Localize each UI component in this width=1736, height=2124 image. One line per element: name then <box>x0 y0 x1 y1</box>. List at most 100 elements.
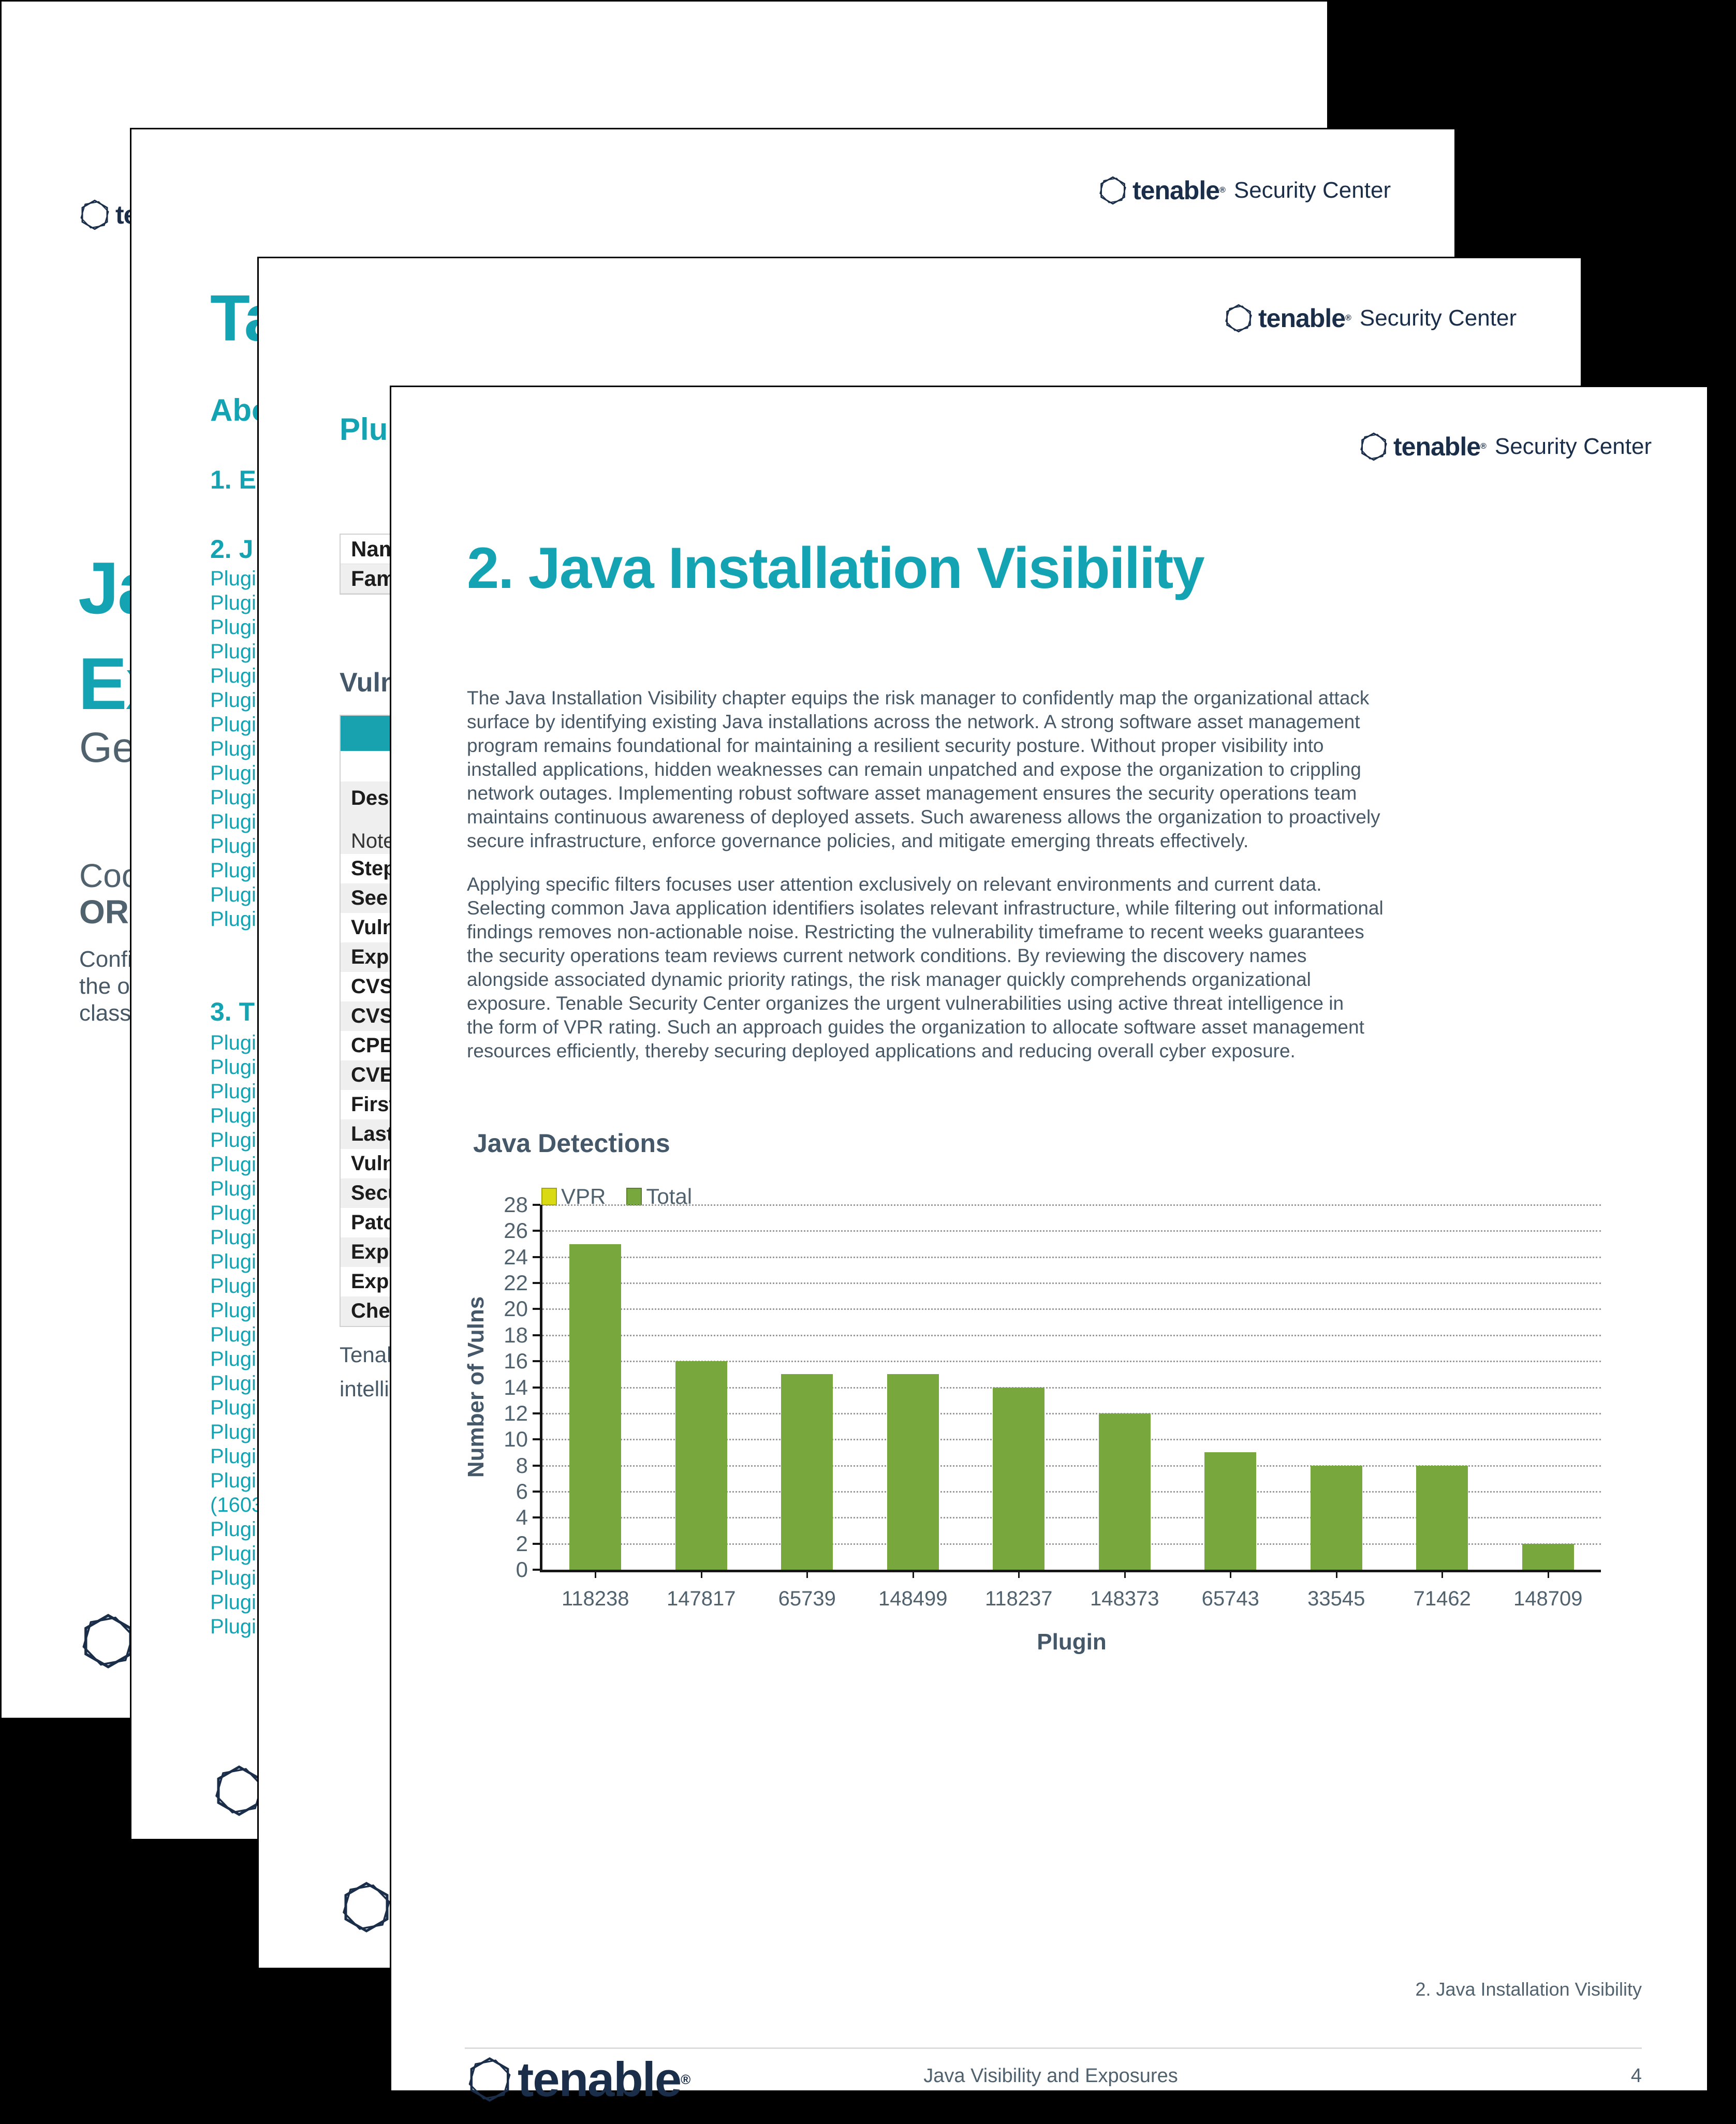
tenable-hexagon-icon <box>343 1882 390 1933</box>
x-axis-tick <box>1230 1570 1232 1578</box>
tenable-footer-logo: tenable ® <box>467 2052 690 2107</box>
y-axis-tick <box>533 1464 540 1467</box>
bar-total-147817 <box>675 1361 727 1570</box>
y-axis-tick-label: 6 <box>516 1479 528 1503</box>
footer-page-number: 4 <box>1630 2065 1642 2087</box>
x-axis-tick <box>806 1570 808 1578</box>
y-axis-tick <box>533 1490 540 1493</box>
y-axis-title: Number of Vulns <box>463 1296 489 1478</box>
y-axis-tick-label: 0 <box>516 1557 528 1582</box>
plugin-section-heading: Plu <box>340 412 388 447</box>
tenable-hexagon-icon <box>82 1614 134 1669</box>
brand-name: tenable <box>1258 304 1346 333</box>
x-axis-category-label: 148499 <box>878 1587 948 1610</box>
gridline <box>542 1387 1601 1389</box>
x-axis-tick <box>912 1570 914 1578</box>
gridline <box>542 1517 1601 1519</box>
bar-total-33545 <box>1310 1465 1362 1570</box>
bar-total-71462 <box>1416 1465 1468 1570</box>
list-item: resources efficiently, thereby securing … <box>467 1040 1296 1061</box>
bar-total-148709 <box>1522 1543 1574 1570</box>
x-axis-tick <box>700 1570 702 1578</box>
list-item: Selecting common Java application identi… <box>467 897 1384 919</box>
x-axis-category-label: 118238 <box>561 1587 629 1610</box>
x-axis-tick <box>595 1570 597 1578</box>
gridline <box>542 1543 1601 1545</box>
y-axis-tick <box>533 1230 540 1232</box>
legend-swatch-vpr <box>541 1188 557 1205</box>
cover-line-1: Coo <box>79 857 140 894</box>
y-axis-tick <box>533 1204 540 1206</box>
toc-section-2-link[interactable]: 2. J <box>210 535 254 564</box>
gridline <box>542 1282 1601 1285</box>
brand-name: tenable <box>518 2052 682 2106</box>
list-item: The Java Installation Visibility chapter… <box>467 687 1370 709</box>
footer-chapter-reference: 2. Java Installation Visibility <box>1415 1979 1642 2000</box>
toc-section-1-link[interactable]: 1. E <box>210 465 256 494</box>
x-axis-category-label: 148373 <box>1090 1587 1159 1610</box>
list-item: surface by identifying existing Java ins… <box>467 711 1360 732</box>
bar-total-65743 <box>1204 1452 1257 1570</box>
list-item: network outages. Implementing robust sof… <box>467 783 1357 804</box>
bar-total-118237 <box>993 1387 1045 1570</box>
brand-name: tenable <box>1393 432 1481 461</box>
y-axis-tick-label: 4 <box>516 1505 528 1530</box>
brand-name: tenable <box>1132 176 1220 205</box>
y-axis-tick-label: 26 <box>504 1218 528 1243</box>
chart-title: Java Detections <box>473 1129 670 1158</box>
list-item: Applying specific filters focuses user a… <box>467 874 1322 895</box>
footer-document-title: Java Visibility and Exposures <box>923 2065 1178 2087</box>
list-item: the o <box>79 974 130 999</box>
list-item: maintains continuous awareness of deploy… <box>467 806 1380 828</box>
x-axis-tick <box>1335 1570 1337 1578</box>
gridline <box>542 1491 1601 1493</box>
tenable-hexagon-icon <box>1360 432 1387 461</box>
toc-section-3-link[interactable]: 3. T <box>210 997 255 1026</box>
y-axis-tick <box>533 1569 540 1571</box>
toc-plugin-link[interactable]: (1603 <box>210 1494 263 1516</box>
y-axis-tick-label: 28 <box>504 1192 528 1217</box>
bar-total-65739 <box>781 1374 833 1570</box>
y-axis-tick <box>533 1256 540 1258</box>
y-axis-tick <box>533 1386 540 1389</box>
y-axis-tick <box>533 1412 540 1414</box>
list-item: program remains foundational for maintai… <box>467 735 1324 756</box>
x-axis-tick <box>1441 1570 1444 1578</box>
chapter-heading: 2. Java Installation Visibility <box>467 536 1205 600</box>
gridline <box>542 1361 1601 1363</box>
tenable-security-center-logo: tenable ® Security Center <box>1359 431 1652 462</box>
y-axis-tick-label: 18 <box>504 1322 528 1347</box>
bar-total-118238 <box>569 1244 622 1570</box>
y-axis-tick-label: 10 <box>504 1427 528 1452</box>
y-axis-tick <box>533 1334 540 1336</box>
brand-reg: ® <box>681 2071 691 2087</box>
bar-chart-plot-area: 0 2 4 6 8 10 12 14 16 18 20 22 24 26 28 118238 147817 657… <box>504 1192 1601 1610</box>
gridline <box>542 1230 1601 1232</box>
list-item: Tenab <box>340 1343 399 1367</box>
gridline <box>542 1334 1601 1336</box>
gridline <box>542 1204 1601 1206</box>
y-axis-tick <box>533 1360 540 1363</box>
y-axis-tick <box>533 1438 540 1441</box>
x-axis-tick <box>1018 1570 1020 1578</box>
x-axis-category-label: 65739 <box>778 1587 836 1610</box>
cover-body-text: Confi the o class <box>79 946 133 1027</box>
y-axis-tick <box>533 1542 540 1545</box>
chapter-paragraph-1: The Java Installation Visibility chapter… <box>467 686 1380 853</box>
brand-reg: ® <box>1480 442 1487 451</box>
y-axis-line <box>540 1205 542 1572</box>
x-axis-tick <box>1547 1570 1549 1578</box>
list-item: exposure. Tenable Security Center organi… <box>467 993 1344 1014</box>
tenable-security-center-logo: tenable ® Security Center <box>1224 303 1517 334</box>
list-item: class <box>79 1000 131 1026</box>
gridline <box>542 1308 1601 1310</box>
y-axis-tick-label: 16 <box>504 1349 528 1374</box>
y-axis-tick-label: 14 <box>504 1375 528 1399</box>
list-item: findings removes non-actionable noise. R… <box>467 921 1364 942</box>
y-axis-tick-label: 24 <box>504 1244 528 1269</box>
y-axis-tick-label: 12 <box>504 1400 528 1425</box>
y-axis-tick-label: 2 <box>516 1531 528 1556</box>
x-axis-category-label: 71462 <box>1413 1587 1471 1610</box>
tenable-hexagon-icon <box>1099 176 1126 205</box>
